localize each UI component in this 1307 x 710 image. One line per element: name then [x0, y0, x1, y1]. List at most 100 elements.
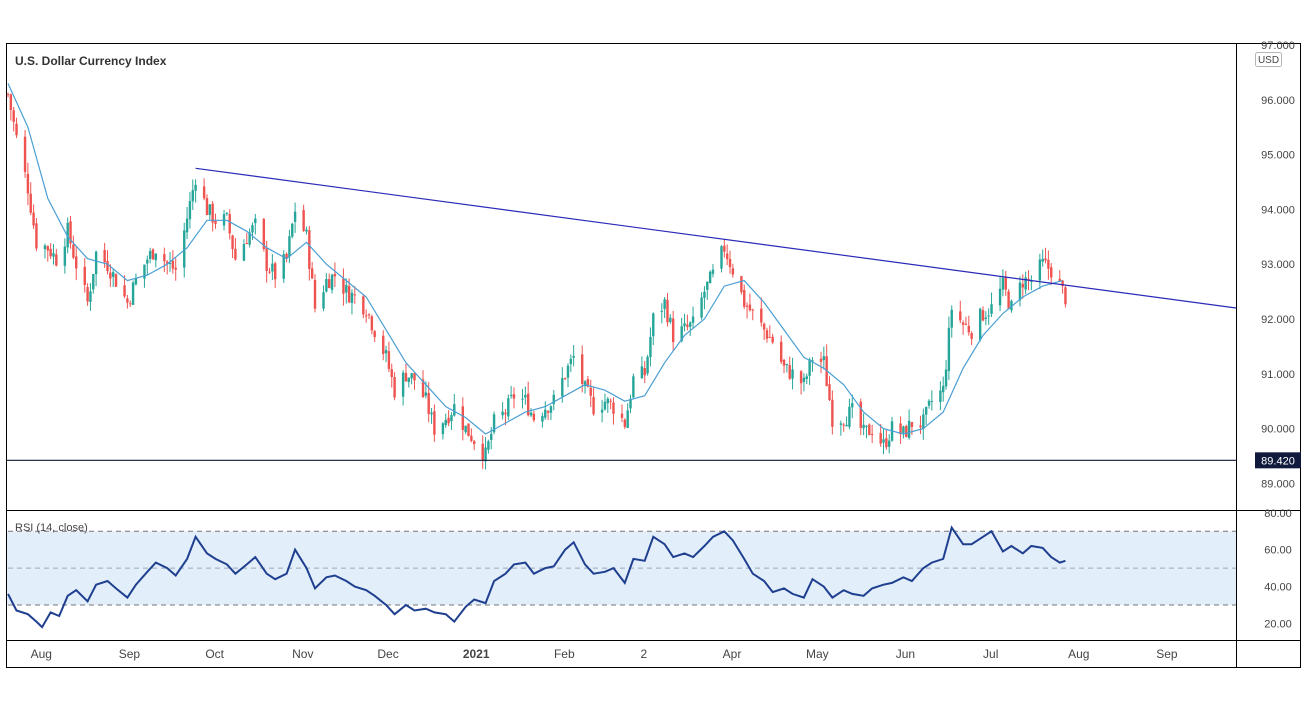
- candle-body: [620, 413, 624, 418]
- candle: [282, 250, 285, 283]
- candle: [646, 354, 649, 376]
- candle: [967, 315, 971, 336]
- candle-body: [549, 406, 553, 413]
- candle: [524, 386, 527, 405]
- candle-body: [671, 318, 675, 343]
- time-tick-label[interactable]: Aug: [31, 647, 52, 661]
- candle-body: [245, 243, 248, 245]
- candle-body: [288, 236, 291, 257]
- price-axis: 97.000 96.000 95.000 94.000 93.000 92.000 91.0…: [1261, 40, 1295, 490]
- time-tick-label[interactable]: Oct: [205, 647, 224, 661]
- candle-body: [882, 439, 885, 443]
- time-tick-label[interactable]: 2: [641, 647, 648, 661]
- candle-body: [353, 294, 357, 296]
- time-tick-label[interactable]: Sep: [1156, 647, 1178, 661]
- candle-body: [728, 258, 732, 268]
- candle: [950, 305, 953, 338]
- candle-body: [845, 424, 848, 427]
- candle: [481, 435, 484, 469]
- rsi-tick-label: 20.00: [1264, 618, 1292, 630]
- time-tick-label[interactable]: 2021: [463, 647, 490, 661]
- candle-body: [546, 411, 550, 413]
- time-tick-label[interactable]: Feb: [554, 647, 575, 661]
- candle-body: [248, 232, 251, 245]
- candle-body: [669, 317, 672, 323]
- candle: [492, 411, 496, 435]
- time-tick-label[interactable]: Apr: [723, 647, 742, 661]
- candle-body: [589, 387, 592, 396]
- candle: [353, 286, 357, 304]
- candle-body: [251, 225, 254, 233]
- time-tick-label[interactable]: May: [806, 647, 829, 661]
- time-tick-label[interactable]: Jun: [896, 647, 915, 661]
- candle-body: [350, 292, 354, 303]
- candle: [711, 264, 715, 278]
- candle: [643, 361, 646, 384]
- candle-body: [1061, 280, 1064, 287]
- candle-body: [154, 253, 158, 261]
- candle-body: [453, 404, 456, 416]
- candle-body: [910, 422, 914, 427]
- candle: [978, 307, 982, 342]
- candle-body: [981, 310, 985, 321]
- candle-body: [842, 424, 845, 426]
- candle-body: [407, 377, 411, 383]
- candle-body: [649, 337, 652, 358]
- candle: [1018, 276, 1022, 307]
- candle: [947, 316, 951, 381]
- candle: [129, 300, 132, 307]
- candle-body: [629, 398, 632, 409]
- candle: [407, 377, 411, 388]
- candle: [32, 204, 35, 229]
- candle: [322, 285, 325, 312]
- candle-body: [632, 376, 635, 398]
- candle-body: [1007, 291, 1010, 309]
- candle-body: [998, 288, 1002, 306]
- time-axis[interactable]: Aug Sep Oct Nov Dec 2021 Feb 2 Apr May Jun Jul Aug Se…: [31, 647, 1178, 661]
- time-tick-label[interactable]: Nov: [292, 647, 313, 661]
- time-tick-label[interactable]: Sep: [119, 647, 141, 661]
- candle-body: [32, 212, 35, 226]
- candle: [700, 292, 703, 320]
- rsi-title: RSI (14, close): [15, 522, 88, 534]
- currency-badge[interactable]: [1255, 52, 1282, 67]
- candle: [325, 273, 328, 293]
- candle-body: [430, 412, 433, 415]
- time-tick-label[interactable]: Dec: [377, 647, 398, 661]
- candle: [779, 335, 783, 365]
- candle: [453, 394, 456, 417]
- rsi-line: [7, 525, 1066, 629]
- candle: [902, 425, 905, 439]
- candle: [350, 289, 354, 315]
- candle-body: [1018, 282, 1022, 301]
- candle: [748, 293, 752, 312]
- candle-body: [185, 218, 189, 233]
- candle: [1024, 271, 1027, 295]
- candle: [791, 357, 794, 390]
- candle-body: [865, 425, 868, 427]
- time-tick-label[interactable]: Aug: [1068, 647, 1089, 661]
- rsi-tick-label: 60.00: [1264, 545, 1292, 557]
- candle-body: [691, 316, 695, 323]
- candle: [441, 422, 445, 440]
- candle: [390, 363, 393, 388]
- candle-body: [808, 359, 811, 376]
- time-tick-label[interactable]: Jul: [983, 647, 998, 661]
- candle-body: [529, 412, 533, 416]
- candle-body: [706, 281, 709, 290]
- price-tick-label: 93.000: [1261, 259, 1295, 271]
- candle: [373, 329, 376, 343]
- candle-body: [347, 285, 351, 303]
- candle-body: [43, 245, 47, 250]
- candle-body: [1004, 276, 1007, 290]
- candle-body: [472, 441, 476, 445]
- candle: [566, 363, 570, 388]
- candle: [546, 409, 550, 420]
- candle: [922, 408, 925, 440]
- candle: [328, 273, 331, 289]
- candle: [990, 292, 993, 317]
- candle: [1058, 270, 1061, 282]
- candle: [910, 421, 914, 436]
- candle: [83, 257, 86, 293]
